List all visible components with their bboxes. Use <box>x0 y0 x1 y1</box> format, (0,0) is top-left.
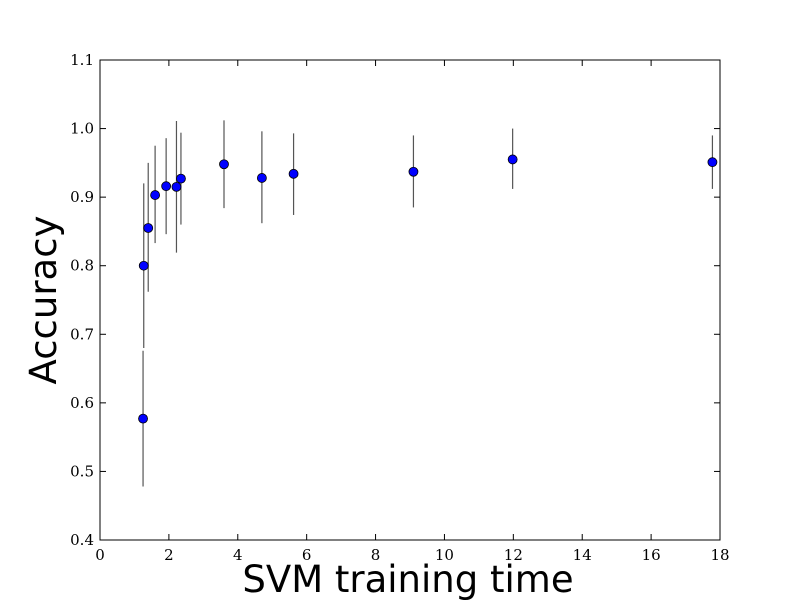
data-point <box>408 166 419 177</box>
axis-ticks: 0 2 4 6 8 10 12 14 16 18 0.4 0.5 0.6 0.7 0.8 0.9 1.0 1.1 <box>70 51 729 564</box>
y-tick-label: 0.8 <box>70 257 94 275</box>
y-tick-label: 0.7 <box>70 325 94 343</box>
plot-frame <box>99 59 721 541</box>
y-tick-label: 1.0 <box>70 120 94 138</box>
data-point <box>507 154 518 165</box>
x-tick-label: 8 <box>371 546 381 564</box>
y-tick-label: 0.4 <box>70 531 94 549</box>
x-tick-label: 18 <box>710 546 729 564</box>
x-tick-label: 2 <box>164 546 174 564</box>
data-point <box>143 223 154 233</box>
y-tick-label: 0.9 <box>70 188 94 206</box>
y-tick-label: 1.1 <box>70 51 94 69</box>
data-point <box>150 190 161 200</box>
x-tick-label: 4 <box>233 546 243 564</box>
x-axis-label: SVM training time <box>242 558 573 600</box>
x-tick-label: 14 <box>573 546 592 564</box>
data-point <box>707 157 718 168</box>
y-tick-label: 0.6 <box>70 394 94 412</box>
data-point <box>176 173 186 184</box>
data-point <box>256 173 267 183</box>
x-tick-label: 12 <box>504 546 523 564</box>
data-point <box>219 159 229 170</box>
y-axis-label: Accuracy <box>22 216 65 385</box>
data-point <box>288 168 299 179</box>
data-point <box>138 413 148 424</box>
x-tick-label: 0 <box>95 546 105 564</box>
x-tick-label: 16 <box>642 546 661 564</box>
y-tick-label: 0.5 <box>70 462 94 480</box>
data-point <box>161 181 172 192</box>
data-point <box>138 260 149 271</box>
data-point <box>171 181 182 192</box>
x-tick-label: 6 <box>302 546 312 564</box>
x-tick-label: 10 <box>435 546 454 564</box>
data-markers <box>138 154 718 424</box>
